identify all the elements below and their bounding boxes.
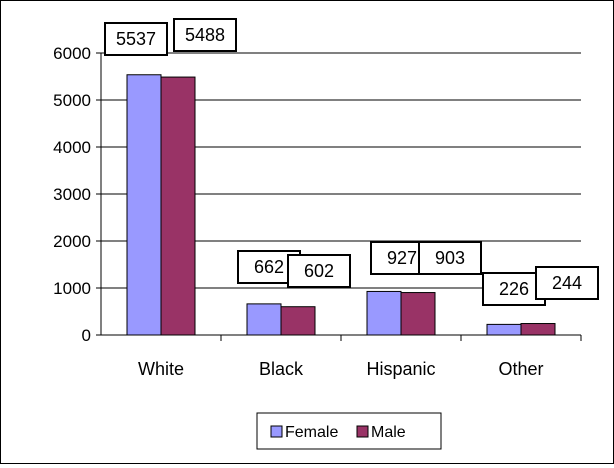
bar-female-other (486, 323, 522, 336)
data-label-box (104, 22, 168, 56)
bar-female-white (126, 74, 162, 336)
data-label-value: 662 (254, 257, 284, 277)
data-label-box (482, 272, 546, 306)
bar-female-hispanic (366, 290, 402, 336)
data-label-female-other: 226 (482, 272, 546, 306)
data-label-value: 226 (499, 279, 529, 299)
data-label-value: 5488 (185, 25, 225, 45)
legend-swatch-female (270, 425, 283, 438)
data-label-box (535, 266, 599, 300)
data-label-box (418, 241, 482, 275)
y-tick-label: 3000 (53, 185, 91, 204)
data-label-male-white: 5488 (173, 18, 237, 52)
data-labels: 5537 5488 662 602 927 903 226 244 (104, 18, 599, 306)
data-label-box (287, 254, 351, 288)
x-category-label: Hispanic (366, 359, 435, 379)
x-category-label: Other (498, 359, 543, 379)
y-tick-label: 5000 (53, 91, 91, 110)
bar-male-other (520, 323, 556, 336)
x-axis-labels: White Black Hispanic Other (138, 359, 544, 379)
x-category-label: Black (259, 359, 304, 379)
data-label-male-black: 602 (287, 254, 351, 288)
data-label-value: 244 (552, 273, 582, 293)
y-tick-label: 4000 (53, 138, 91, 157)
bar-male-white (160, 76, 196, 336)
data-label-female-white: 5537 (104, 22, 168, 56)
data-label-value: 903 (435, 248, 465, 268)
bar-male-hispanic (400, 292, 436, 336)
bar-male-black (280, 306, 316, 336)
legend-label-female: Female (285, 424, 338, 441)
bar-female-black (246, 303, 282, 336)
legend-label-male: Male (371, 424, 406, 441)
legend-box (256, 412, 442, 450)
data-label-male-hispanic: 903 (418, 241, 482, 275)
y-tick-label: 0 (82, 326, 91, 345)
data-label-value: 927 (387, 248, 417, 268)
legend-swatch-male (356, 425, 369, 438)
data-label-male-other: 244 (535, 266, 599, 300)
y-tick-label: 6000 (53, 44, 91, 63)
bars (126, 74, 556, 336)
data-label-value: 5537 (116, 29, 156, 49)
data-label-box (173, 18, 237, 52)
data-label-value: 602 (304, 261, 334, 281)
y-axis-ticks: 0 1000 2000 3000 4000 5000 6000 (53, 44, 101, 345)
x-category-label: White (138, 359, 184, 379)
legend: Female Male (256, 412, 442, 450)
y-tick-label: 1000 (53, 279, 91, 298)
y-tick-label: 2000 (53, 232, 91, 251)
